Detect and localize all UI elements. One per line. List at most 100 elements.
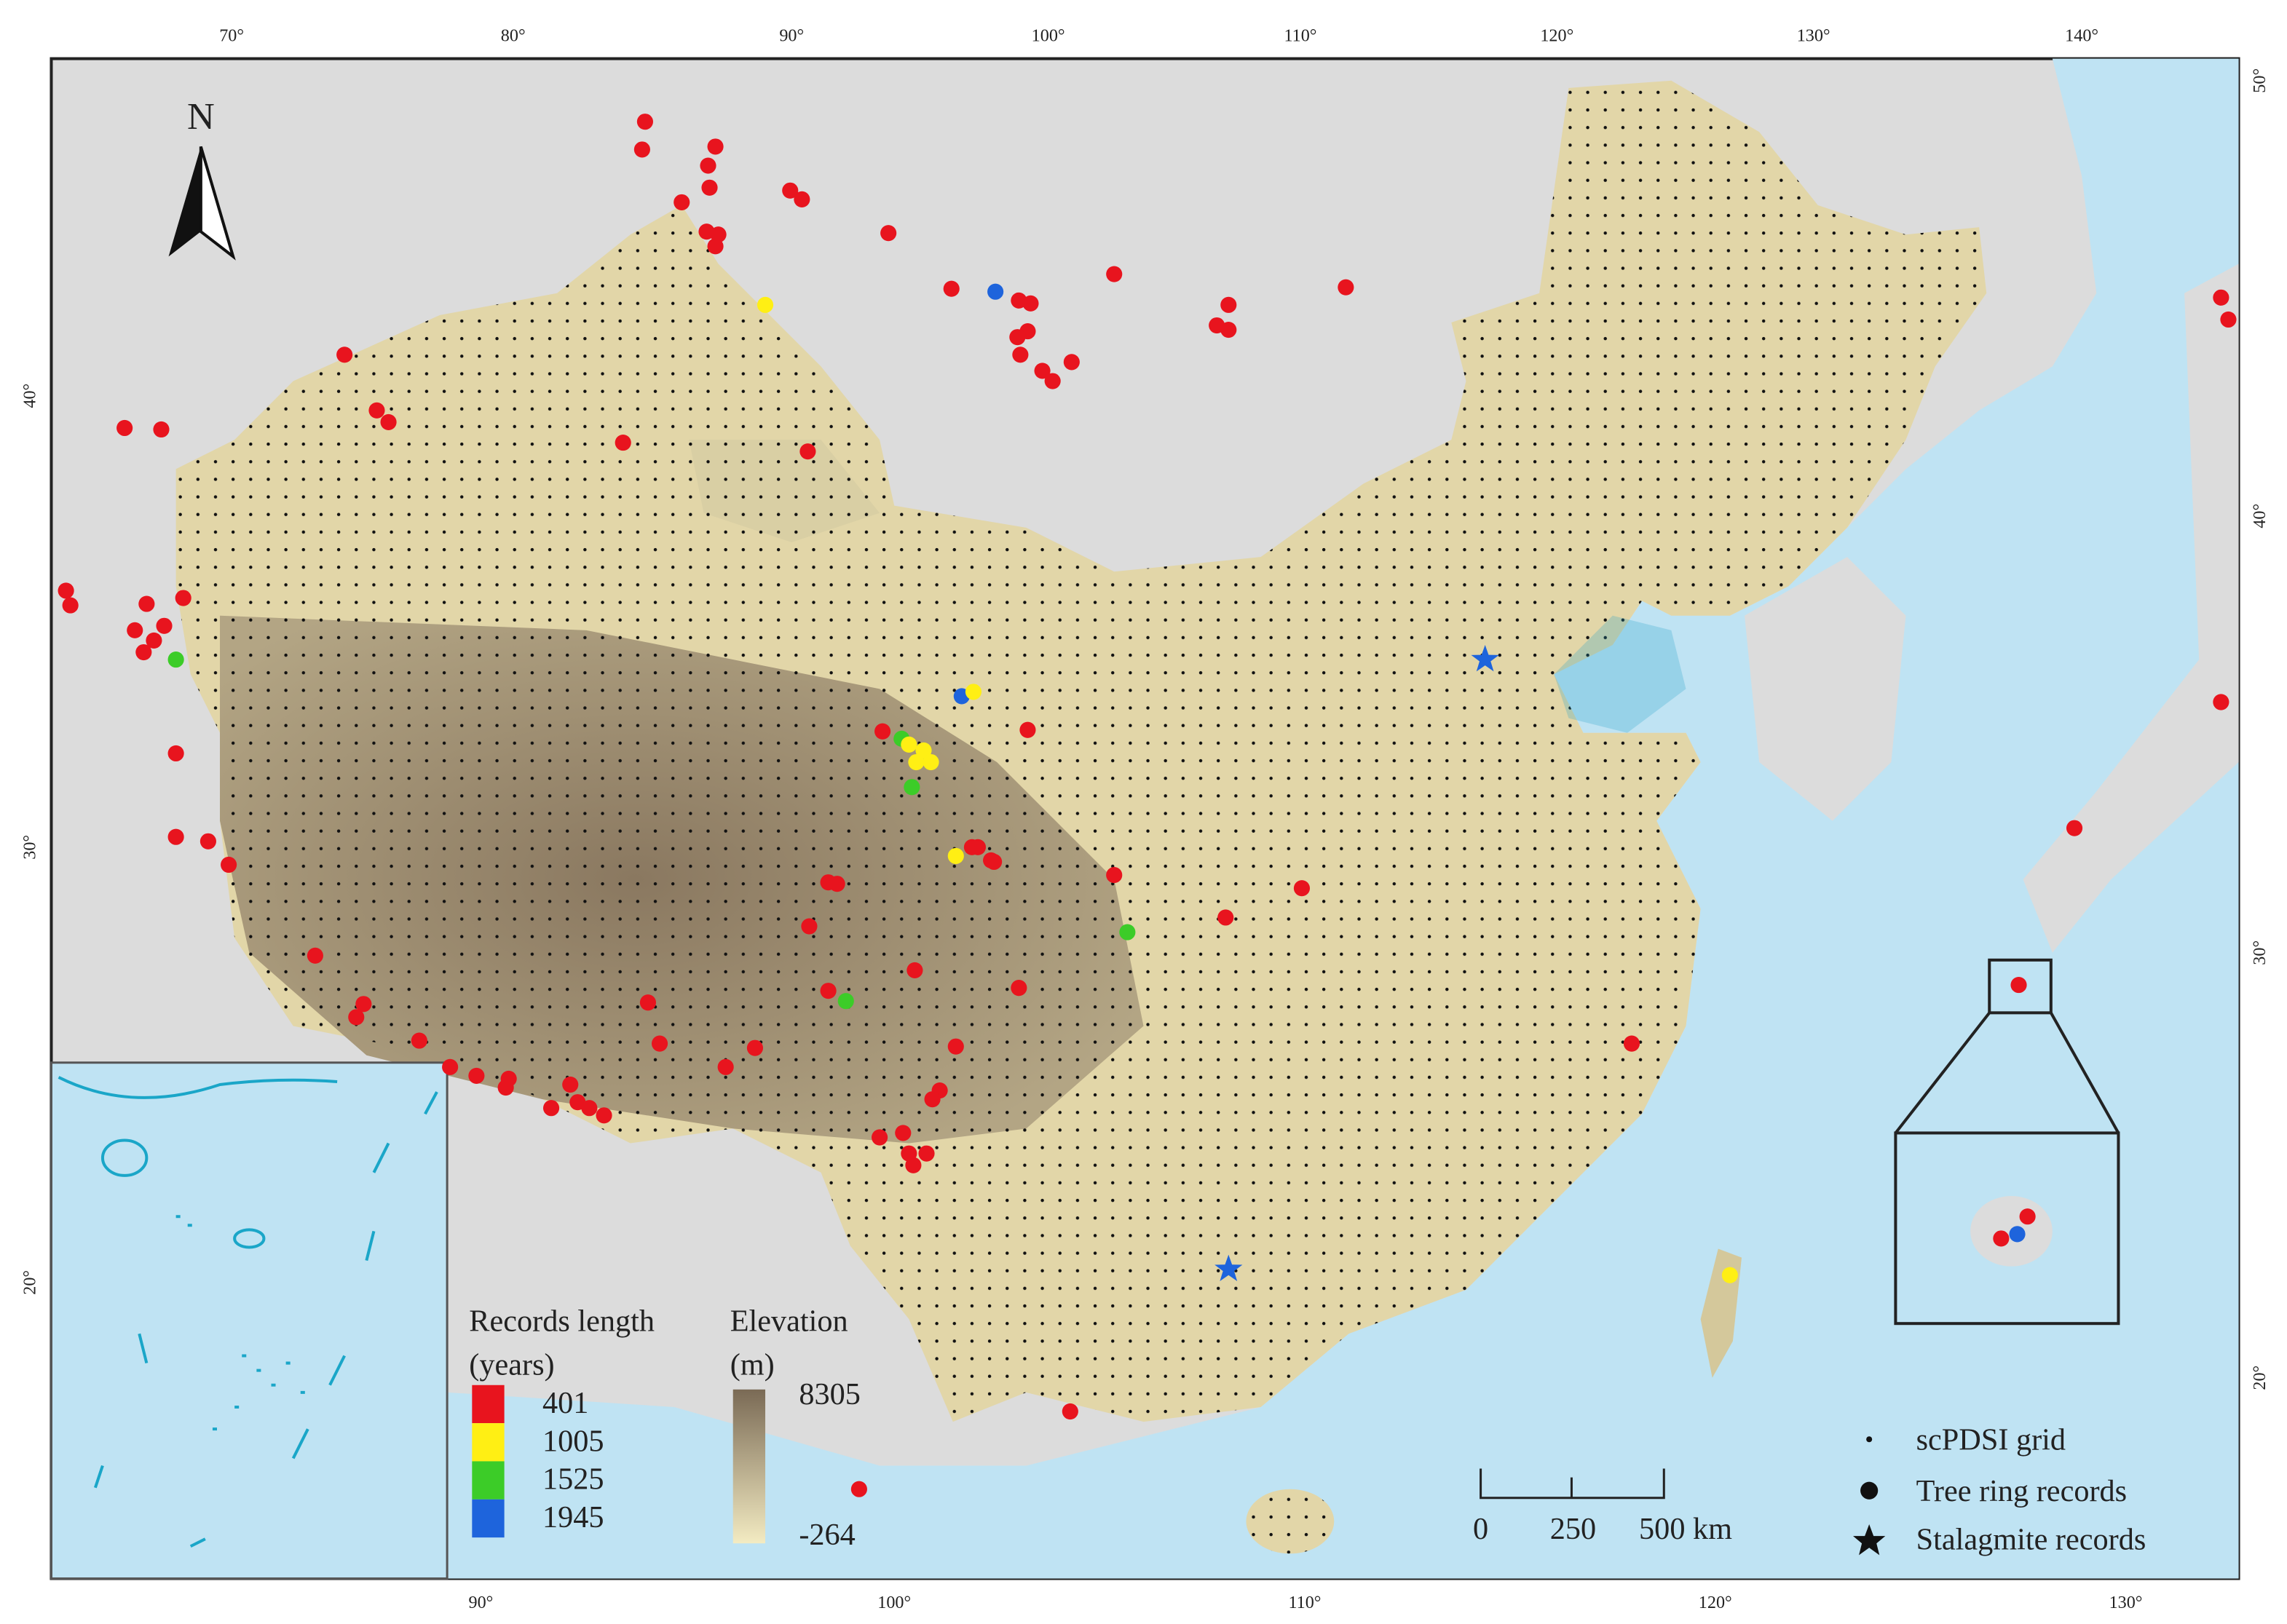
tree-ring-record bbox=[348, 1009, 365, 1026]
tree-ring-record bbox=[1106, 266, 1123, 282]
tree-ring-record bbox=[707, 238, 724, 255]
tree-ring-record bbox=[116, 419, 133, 437]
coordinate-label: 70° bbox=[219, 25, 244, 45]
tree-ring-record bbox=[633, 141, 650, 158]
tree-ring-record bbox=[905, 1157, 922, 1173]
coordinate-label: 110° bbox=[1284, 25, 1316, 45]
tree-ring-record bbox=[2010, 977, 2027, 994]
coordinate-label: 90° bbox=[469, 1593, 494, 1612]
svg-text:N: N bbox=[187, 95, 215, 138]
coordinate-label: 40° bbox=[20, 384, 39, 408]
tree-ring-record bbox=[918, 1145, 935, 1162]
tree-ring-record bbox=[1217, 909, 1234, 926]
tree-ring-record bbox=[947, 1038, 964, 1055]
inset-islands bbox=[58, 1076, 438, 1548]
tree-ring-record bbox=[542, 1100, 560, 1117]
coordinate-label: 30° bbox=[20, 835, 39, 860]
tree-ring-record bbox=[782, 182, 799, 199]
tree-ring-record bbox=[880, 225, 897, 242]
tree-ring-record bbox=[746, 1039, 764, 1056]
china bbox=[175, 80, 1987, 1554]
svg-text:8305: 8305 bbox=[799, 1377, 861, 1411]
coordinate-label: 80° bbox=[501, 25, 526, 45]
coordinate-label: 30° bbox=[2250, 940, 2270, 965]
elevation-legend: Elevation (m) 8305 -264 bbox=[730, 1304, 861, 1552]
tree-ring-record bbox=[969, 839, 987, 855]
tree-ring-record bbox=[1623, 1035, 1640, 1052]
tree-ring-record bbox=[707, 138, 724, 155]
svg-text:401: 401 bbox=[542, 1386, 588, 1420]
svg-text:1945: 1945 bbox=[542, 1500, 604, 1534]
tree-ring-record bbox=[799, 443, 816, 460]
svg-text:Stalagmite records: Stalagmite records bbox=[1916, 1522, 2146, 1556]
tree-ring-record bbox=[1019, 721, 1036, 738]
tree-ring-record bbox=[307, 947, 323, 964]
tree-ring-record bbox=[651, 1035, 668, 1052]
tree-ring-record bbox=[904, 779, 920, 796]
tree-ring-record bbox=[2009, 1226, 2026, 1243]
tree-ring-record bbox=[200, 833, 216, 849]
sea bbox=[447, 58, 2239, 1579]
tree-ring-record bbox=[717, 1058, 734, 1075]
coordinate-label: 140° bbox=[2065, 25, 2098, 45]
tree-ring-record bbox=[924, 1091, 941, 1108]
tree-ring-record bbox=[581, 1100, 598, 1117]
tree-ring-record bbox=[1011, 980, 1027, 997]
tree-ring-record bbox=[987, 283, 1004, 300]
svg-text:250: 250 bbox=[1550, 1512, 1596, 1546]
coordinate-label: 40° bbox=[2250, 504, 2270, 528]
tree-ring-record bbox=[965, 684, 982, 700]
tree-ring-record bbox=[674, 194, 690, 210]
stalagmite-record bbox=[1214, 1254, 1243, 1282]
symbol-legend: scPDSI grid Tree ring records Stalagmite… bbox=[1853, 1422, 2146, 1556]
coordinate-label: 120° bbox=[1699, 1593, 1732, 1612]
coordinate-label: 100° bbox=[877, 1593, 911, 1612]
tree-ring-record bbox=[639, 994, 657, 1011]
tree-ring-record bbox=[1062, 1403, 1078, 1420]
tree-ring-record bbox=[1338, 279, 1354, 296]
tree-ring-record bbox=[175, 590, 191, 606]
svg-text:1005: 1005 bbox=[542, 1424, 604, 1458]
tree-ring-record bbox=[442, 1058, 459, 1075]
records-legend: Records length (years) 401 1005 1525 194… bbox=[469, 1304, 655, 1538]
svg-text:(m): (m) bbox=[730, 1348, 775, 1382]
tree-ring-record bbox=[915, 742, 932, 759]
tree-ring-record bbox=[167, 745, 184, 762]
north-arrow: N bbox=[168, 95, 236, 261]
tree-ring-record bbox=[1044, 373, 1061, 389]
svg-text:500 km: 500 km bbox=[1639, 1512, 1732, 1546]
tree-ring-record bbox=[901, 736, 917, 753]
inset-map bbox=[50, 1061, 449, 1580]
tree-ring-record bbox=[757, 296, 774, 313]
svg-text:scPDSI grid: scPDSI grid bbox=[1916, 1422, 2066, 1457]
tree-ring-record bbox=[801, 918, 818, 935]
svg-text:-264: -264 bbox=[799, 1518, 855, 1552]
tree-ring-record bbox=[411, 1032, 427, 1049]
tree-ring-record bbox=[895, 1125, 912, 1141]
tree-ring-record bbox=[135, 643, 152, 661]
tree-ring-record bbox=[636, 114, 653, 130]
tree-ring-record bbox=[1034, 363, 1051, 379]
tree-ring-record bbox=[58, 582, 74, 599]
tree-ring-record bbox=[2066, 820, 2083, 836]
svg-text:1525: 1525 bbox=[542, 1462, 604, 1497]
tree-ring-record bbox=[829, 876, 845, 892]
tree-ring-record bbox=[1063, 354, 1080, 371]
tree-ring-record bbox=[62, 597, 79, 614]
tree-ring-record bbox=[943, 280, 960, 297]
tree-ring-record bbox=[468, 1067, 485, 1084]
coordinate-label: 120° bbox=[1540, 25, 1573, 45]
coordinate-label: 100° bbox=[1032, 25, 1065, 45]
tree-ring-record bbox=[1012, 346, 1029, 363]
tree-ring-record bbox=[701, 179, 718, 196]
tree-ring-record bbox=[923, 753, 939, 771]
tree-ring-record bbox=[986, 853, 1003, 871]
svg-text:0: 0 bbox=[1473, 1512, 1488, 1546]
tree-ring-record bbox=[1721, 1267, 1738, 1283]
tree-ring-record bbox=[794, 191, 810, 207]
tree-ring-record bbox=[1022, 295, 1039, 312]
svg-text:(years): (years) bbox=[469, 1348, 554, 1382]
tree-ring-record bbox=[221, 856, 237, 874]
tree-ring-record bbox=[872, 1129, 888, 1146]
